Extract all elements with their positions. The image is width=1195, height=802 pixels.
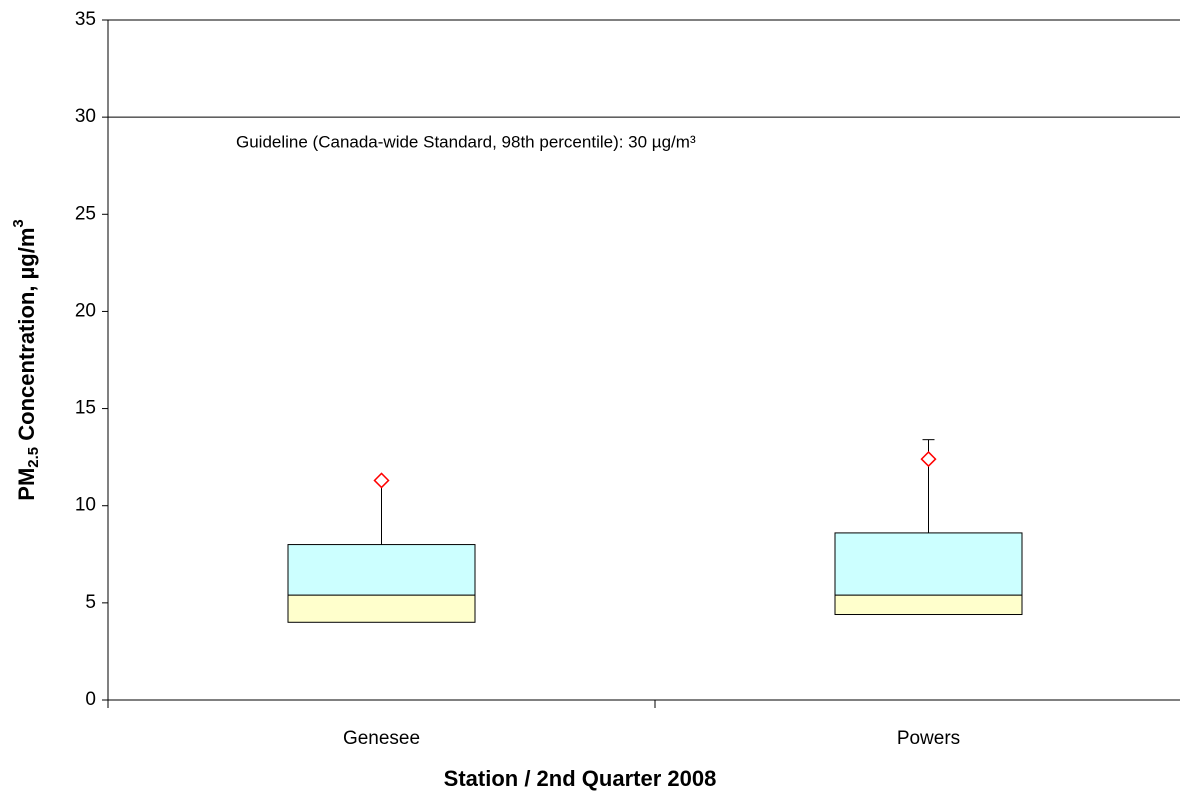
y-label-part: Concentration, µg/m — [14, 228, 39, 447]
box-upper — [834, 532, 1023, 596]
y-axis-label: PM2.5 Concentration, µg/m3 — [10, 219, 42, 500]
y-tick-label: 20 — [75, 300, 96, 321]
y-tick-label: 5 — [85, 592, 96, 613]
box-upper — [287, 544, 476, 596]
x-tick-label: Powers — [897, 728, 960, 749]
y-tick-label: 10 — [75, 495, 96, 516]
x-tick-label: Genesee — [343, 728, 420, 749]
x-axis-label: Station / 2nd Quarter 2008 — [444, 766, 717, 791]
y-label-part: PM — [14, 468, 39, 501]
y-tick-label: 35 — [75, 9, 96, 30]
y-tick-label: 25 — [75, 203, 96, 224]
p98-marker — [373, 472, 390, 489]
y-tick-label: 0 — [85, 689, 96, 710]
box-lower — [834, 594, 1023, 616]
y-label-sup: 3 — [10, 219, 27, 227]
p98-marker — [920, 451, 937, 468]
guideline-label: Guideline (Canada-wide Standard, 98th pe… — [236, 133, 696, 152]
y-tick-label: 30 — [75, 106, 96, 127]
y-label-sub: 2.5 — [25, 447, 42, 468]
y-tick-label: 15 — [75, 398, 96, 419]
box-lower — [287, 594, 476, 623]
